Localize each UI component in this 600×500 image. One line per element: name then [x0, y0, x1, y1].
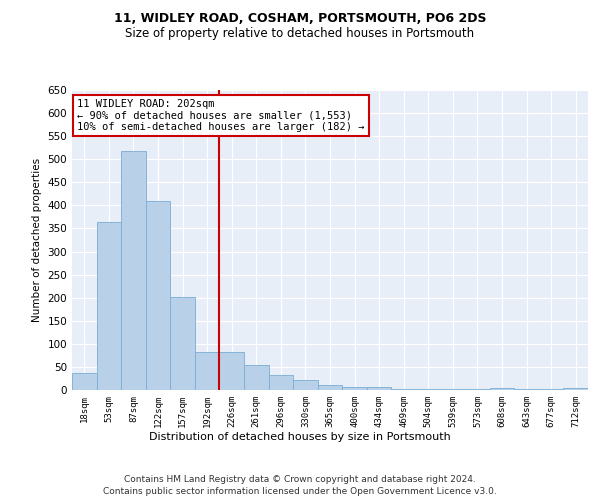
Text: Contains HM Land Registry data © Crown copyright and database right 2024.: Contains HM Land Registry data © Crown c…	[124, 475, 476, 484]
Bar	[97, 222, 121, 390]
Bar	[170, 297, 195, 390]
Bar	[269, 375, 293, 390]
Bar	[293, 380, 318, 390]
Bar	[539, 389, 563, 390]
Text: 11, WIDLEY ROAD, COSHAM, PORTSMOUTH, PO6 2DS: 11, WIDLEY ROAD, COSHAM, PORTSMOUTH, PO6…	[114, 12, 486, 26]
Bar	[318, 386, 342, 390]
Text: Distribution of detached houses by size in Portsmouth: Distribution of detached houses by size …	[149, 432, 451, 442]
Bar	[146, 201, 170, 390]
Bar	[490, 388, 514, 390]
Bar	[72, 373, 97, 390]
Bar	[440, 389, 465, 390]
Bar	[195, 352, 220, 390]
Bar	[244, 364, 269, 390]
Bar	[391, 389, 416, 390]
Bar	[121, 151, 146, 390]
Bar	[416, 389, 440, 390]
Bar	[367, 387, 391, 390]
Text: Size of property relative to detached houses in Portsmouth: Size of property relative to detached ho…	[125, 28, 475, 40]
Bar	[342, 387, 367, 390]
Text: Contains public sector information licensed under the Open Government Licence v3: Contains public sector information licen…	[103, 488, 497, 496]
Bar	[563, 388, 588, 390]
Bar	[465, 389, 490, 390]
Y-axis label: Number of detached properties: Number of detached properties	[32, 158, 42, 322]
Text: 11 WIDLEY ROAD: 202sqm
← 90% of detached houses are smaller (1,553)
10% of semi-: 11 WIDLEY ROAD: 202sqm ← 90% of detached…	[77, 99, 365, 132]
Bar	[514, 389, 539, 390]
Bar	[220, 352, 244, 390]
